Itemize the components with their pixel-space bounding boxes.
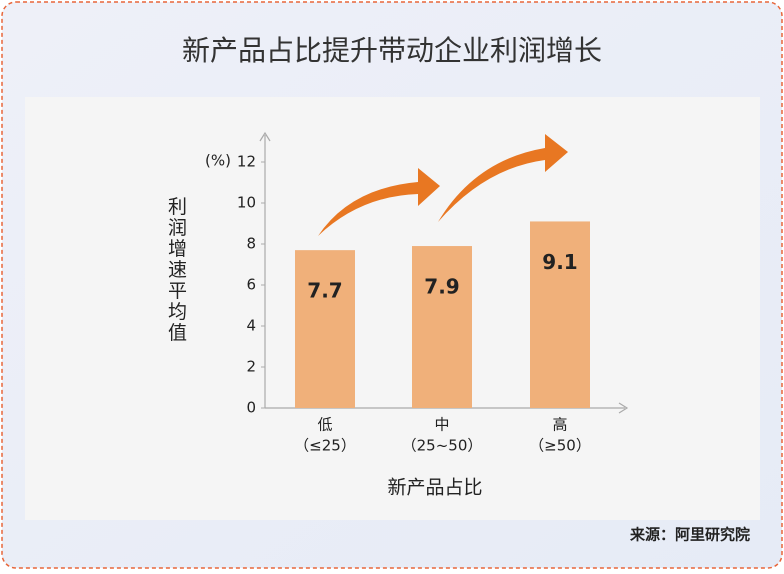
y-axis-title: 利润增速平均值 [165,196,187,343]
source: 来源：阿里研究院 [629,526,750,544]
value-label: 9.1 [542,250,577,274]
y-tick-label: 12 [237,153,256,171]
value-label: 7.7 [307,279,342,303]
trend-arrow [438,134,568,222]
x-axis-arrow [618,402,629,414]
chart-title: 新产品占比提升带动企业利润增长 [182,34,602,67]
y-tick-label: 4 [246,317,256,335]
x-tick-note: （≥50） [529,437,591,455]
y-tick-label: 10 [237,194,256,212]
x-tick-label: 中 [434,416,449,434]
x-axis-title: 新产品占比 [387,477,482,499]
bar [295,250,355,408]
bar [412,246,472,408]
y-unit: (%) [205,152,231,170]
y-axis-arrow [259,131,271,142]
y-tick-label: 8 [246,235,256,253]
bar [530,221,590,408]
panel [25,97,760,520]
y-tick-label: 0 [246,399,256,417]
x-tick-note: （25~50） [402,437,483,455]
x-tick-label: 低 [317,416,332,434]
trend-arrow [318,168,440,236]
x-tick-label: 高 [552,416,567,434]
y-tick-label: 2 [246,358,256,376]
y-tick-label: 6 [246,276,256,294]
x-tick-note: （≤25） [294,437,356,455]
value-label: 7.9 [424,275,459,299]
